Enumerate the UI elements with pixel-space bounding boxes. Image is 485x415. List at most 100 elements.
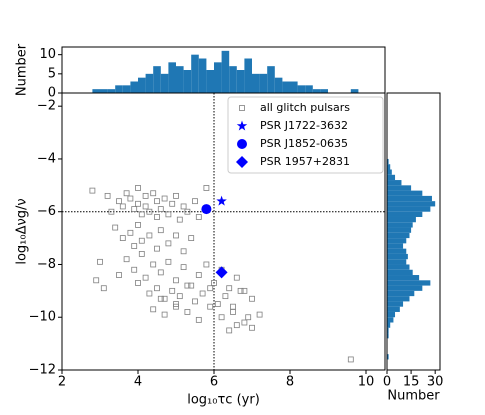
scatter-point	[245, 314, 252, 321]
histogram-frame	[386, 92, 441, 371]
scatter-point	[157, 206, 164, 212]
histogram-bar	[387, 201, 436, 207]
histogram-bar	[387, 227, 412, 233]
scatter-point	[199, 290, 206, 297]
histogram-bar	[387, 354, 389, 360]
scatter-point	[249, 324, 255, 331]
histogram-bar	[387, 264, 410, 270]
y-axis-label: log₁₀Δνg/ν	[15, 198, 30, 264]
histogram-bar	[387, 269, 413, 276]
histogram-bar	[387, 306, 400, 312]
histogram-bar	[387, 285, 423, 291]
scatter-point	[142, 274, 149, 281]
scatter-point	[142, 192, 149, 199]
histogram-bar	[221, 50, 230, 93]
y-tick-label: −4	[37, 151, 56, 166]
scatter-point	[173, 232, 179, 239]
scatter-point	[127, 195, 134, 202]
legend-marker	[236, 120, 248, 131]
x-tick-label: 10	[358, 375, 375, 390]
scatter-point	[347, 356, 354, 363]
scatter-point	[201, 204, 212, 215]
histogram-bar	[198, 58, 207, 93]
scatter-point	[127, 229, 134, 236]
histogram-bar	[229, 66, 237, 93]
histogram-bar	[387, 206, 431, 212]
scatter-point	[203, 261, 210, 268]
histogram-bar	[274, 77, 283, 93]
scatter-point	[161, 295, 168, 302]
scatter-point	[222, 293, 229, 300]
histogram-bar	[387, 211, 423, 217]
histogram-bar	[387, 222, 413, 228]
scatter-point	[241, 319, 248, 326]
scatter-point	[184, 309, 191, 315]
histogram-bar	[252, 73, 260, 93]
legend-box	[227, 96, 384, 174]
histogram-bar	[244, 58, 252, 93]
scatter-point	[135, 200, 141, 207]
histogram-bar	[130, 81, 138, 93]
scatter-point	[131, 206, 138, 212]
scatter-point	[256, 311, 263, 318]
histogram-bar	[387, 248, 407, 254]
scatter-point	[135, 185, 141, 191]
y-tick-label: −8	[37, 257, 56, 272]
scatter-point	[138, 237, 145, 244]
x-tick-label: 6	[210, 375, 218, 390]
legend-marker	[237, 139, 247, 149]
histogram-bar	[387, 296, 410, 302]
scatter-point	[233, 274, 240, 281]
scatter-point	[215, 266, 228, 279]
scatter-point	[123, 256, 130, 263]
histogram-bar	[191, 54, 199, 93]
scatter-point	[165, 258, 172, 265]
histogram-bar	[387, 322, 391, 328]
scatter-point	[135, 222, 141, 228]
y-tick-label: −6	[37, 204, 56, 219]
scatter-point	[104, 192, 111, 199]
histogram-bar	[387, 185, 412, 191]
scatter-point	[173, 303, 179, 310]
scatter-point	[192, 198, 198, 205]
scatter-point	[195, 214, 202, 220]
scatter-point	[237, 287, 244, 294]
x-tick-label: 8	[286, 375, 294, 390]
scatter-point	[192, 298, 198, 305]
x-tick-label: 15	[403, 375, 420, 390]
scatter-point	[150, 306, 157, 313]
scatter-point	[216, 195, 227, 206]
scatter-point	[176, 216, 183, 223]
scatter-point	[226, 285, 233, 292]
histogram-bar	[312, 89, 321, 93]
histogram-bar	[387, 317, 394, 323]
histogram-bar	[145, 73, 154, 93]
scatter-point	[230, 309, 236, 315]
histogram-bar	[387, 327, 389, 334]
x-axis-label: log₁₀τc (yr)	[187, 393, 260, 408]
histogram-bar	[320, 89, 328, 93]
scatter-point	[165, 240, 172, 247]
y-tick-label: −10	[29, 310, 56, 325]
scatter-point	[154, 285, 160, 292]
scatter-point	[161, 195, 168, 202]
histogram-bar	[206, 70, 214, 93]
legend-label: PSR J1722-3632	[260, 119, 348, 132]
scatter-point	[173, 192, 179, 199]
legend-label: all glitch pulsars	[260, 101, 350, 114]
histogram-bar	[297, 85, 306, 93]
scatter-point	[207, 285, 214, 292]
scatter-point	[135, 280, 141, 286]
scatter-point	[214, 301, 221, 307]
scatter-point	[119, 235, 126, 241]
histogram-bar	[183, 70, 192, 93]
histogram-bar	[168, 62, 176, 93]
scatter-point	[211, 280, 217, 286]
scatter-point	[112, 224, 119, 231]
histogram-bar	[160, 73, 169, 93]
histogram-bar	[138, 77, 146, 93]
scatter-point	[161, 311, 168, 318]
scatter-point	[146, 290, 153, 297]
scatter-point	[154, 214, 160, 220]
y-tick-label: −2	[37, 99, 56, 114]
